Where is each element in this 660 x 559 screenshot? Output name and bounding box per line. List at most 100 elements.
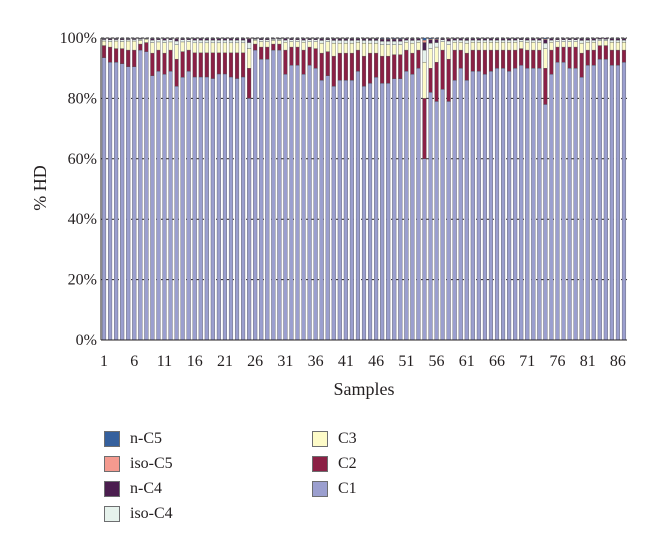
bar-segment-c1 bbox=[452, 80, 457, 341]
bar-segment-c3 bbox=[222, 42, 227, 53]
bar-segment-iso-c4 bbox=[132, 39, 137, 42]
axes bbox=[100, 38, 627, 341]
bar-segment-iso-c4 bbox=[101, 39, 107, 42]
bar-segment-c1 bbox=[222, 73, 227, 341]
x-tick-label: 61 bbox=[459, 353, 475, 370]
bar-segment-n-c4 bbox=[247, 38, 252, 43]
bar-segment-c2 bbox=[440, 49, 445, 90]
bar-segment-c3 bbox=[192, 42, 197, 53]
bar-segment-n-c4 bbox=[204, 38, 209, 41]
bar-stack bbox=[307, 37, 312, 341]
bar-segment-c1 bbox=[138, 49, 143, 341]
bar-stack bbox=[138, 37, 143, 341]
bar-stack bbox=[349, 37, 354, 341]
bar-segment-n-c4 bbox=[525, 38, 530, 41]
bar-segment-n-c5 bbox=[428, 37, 433, 40]
bar-stack bbox=[507, 37, 512, 341]
bar-segment-iso-c4 bbox=[591, 39, 596, 43]
bar-stack bbox=[531, 37, 536, 341]
bar-segment-iso-c4 bbox=[452, 39, 457, 43]
bar-segment-n-c4 bbox=[422, 42, 427, 51]
bar-segment-c1 bbox=[386, 83, 391, 341]
bar-segment-n-c4 bbox=[591, 38, 596, 41]
bar-segment-iso-c4 bbox=[325, 39, 330, 42]
bar-segment-c2 bbox=[482, 49, 487, 75]
bar-segment-n-c4 bbox=[615, 38, 620, 41]
bar-segment-c2 bbox=[198, 52, 203, 78]
bar-segment-c1 bbox=[458, 68, 463, 341]
bar-segment-n-c4 bbox=[585, 38, 590, 41]
bar-segment-c2 bbox=[265, 46, 270, 60]
bar-segment-c3 bbox=[307, 41, 312, 48]
bar-segment-c2 bbox=[216, 52, 221, 75]
x-tick-label: 31 bbox=[277, 353, 293, 370]
bar-stack bbox=[216, 37, 221, 341]
bar-segment-n-c5 bbox=[434, 37, 439, 39]
bar-stack bbox=[198, 37, 203, 341]
bar-segment-c3 bbox=[579, 42, 584, 54]
bar-stack bbox=[168, 37, 173, 341]
bar-segment-n-c5 bbox=[398, 37, 403, 39]
bar-segment-iso-c4 bbox=[162, 39, 167, 43]
bar-stack bbox=[452, 37, 457, 341]
bar-segment-iso-c4 bbox=[301, 39, 306, 43]
bar-segment-c3 bbox=[537, 42, 542, 51]
bar-stack bbox=[549, 37, 554, 341]
bar-segment-n-c4 bbox=[446, 38, 451, 42]
bar-segment-c3 bbox=[482, 42, 487, 51]
bar-segment-c3 bbox=[150, 42, 155, 54]
bar-segment-iso-c4 bbox=[410, 40, 415, 44]
bar-segment-iso-c4 bbox=[283, 39, 288, 43]
bar-segment-n-c5 bbox=[386, 37, 391, 39]
x-tick-label: 51 bbox=[398, 353, 414, 370]
bar-segment-c3 bbox=[283, 42, 288, 51]
bar-segment-c1 bbox=[283, 74, 288, 341]
bar-segment-c2 bbox=[531, 49, 536, 69]
bar-segment-n-c4 bbox=[168, 38, 173, 40]
bar-stack bbox=[621, 37, 627, 341]
bar-segment-c1 bbox=[374, 77, 379, 341]
bar-segment-c1 bbox=[513, 68, 518, 341]
bar-segment-iso-c4 bbox=[216, 39, 221, 44]
bar-segment-iso-c4 bbox=[174, 40, 179, 45]
bar-stack bbox=[482, 37, 487, 341]
bar-segment-c2 bbox=[307, 46, 312, 66]
bar-stack bbox=[337, 37, 342, 341]
bar-segment-iso-c4 bbox=[198, 39, 203, 44]
bar-segment-c3 bbox=[259, 41, 264, 48]
x-tick-label: 81 bbox=[580, 353, 596, 370]
bar-segment-c3 bbox=[404, 42, 409, 51]
bar-segment-c2 bbox=[458, 49, 463, 69]
bar-segment-n-c4 bbox=[192, 38, 197, 41]
bar-segment-c2 bbox=[156, 49, 161, 72]
bar-segment-c3 bbox=[319, 42, 324, 54]
bar-segment-c1 bbox=[488, 71, 494, 341]
x-tick-label: 11 bbox=[157, 353, 172, 370]
bar-segment-c2 bbox=[331, 55, 336, 87]
bar-segment-iso-c4 bbox=[114, 39, 119, 42]
bar-stack bbox=[295, 37, 300, 341]
x-tick-label: 76 bbox=[549, 353, 565, 370]
bar-segment-c3 bbox=[555, 41, 560, 48]
y-tick-label: 0% bbox=[76, 332, 97, 349]
bar-stack bbox=[458, 37, 463, 341]
bar-segment-c2 bbox=[476, 49, 481, 72]
bar-segment-iso-c4 bbox=[398, 41, 403, 45]
bar-segment-c3 bbox=[609, 42, 614, 51]
bar-segment-c1 bbox=[494, 68, 500, 341]
bar-segment-iso-c4 bbox=[361, 40, 367, 44]
bar-segment-c3 bbox=[325, 41, 330, 52]
bar-segment-c1 bbox=[355, 71, 361, 341]
bar-segment-c1 bbox=[543, 104, 548, 341]
bar-segment-iso-c4 bbox=[349, 40, 354, 44]
bar-segment-n-c4 bbox=[259, 38, 264, 40]
bar-segment-c1 bbox=[295, 65, 300, 341]
bar-segment-c2 bbox=[597, 45, 602, 60]
bar-segment-c2 bbox=[174, 58, 179, 87]
bar-segment-c3 bbox=[210, 42, 215, 53]
bar-segment-c1 bbox=[307, 65, 312, 341]
bar-segment-c1 bbox=[101, 57, 107, 341]
bar-segment-n-c4 bbox=[156, 38, 161, 40]
bar-segment-c2 bbox=[361, 55, 367, 87]
bar-segment-c1 bbox=[234, 78, 240, 341]
